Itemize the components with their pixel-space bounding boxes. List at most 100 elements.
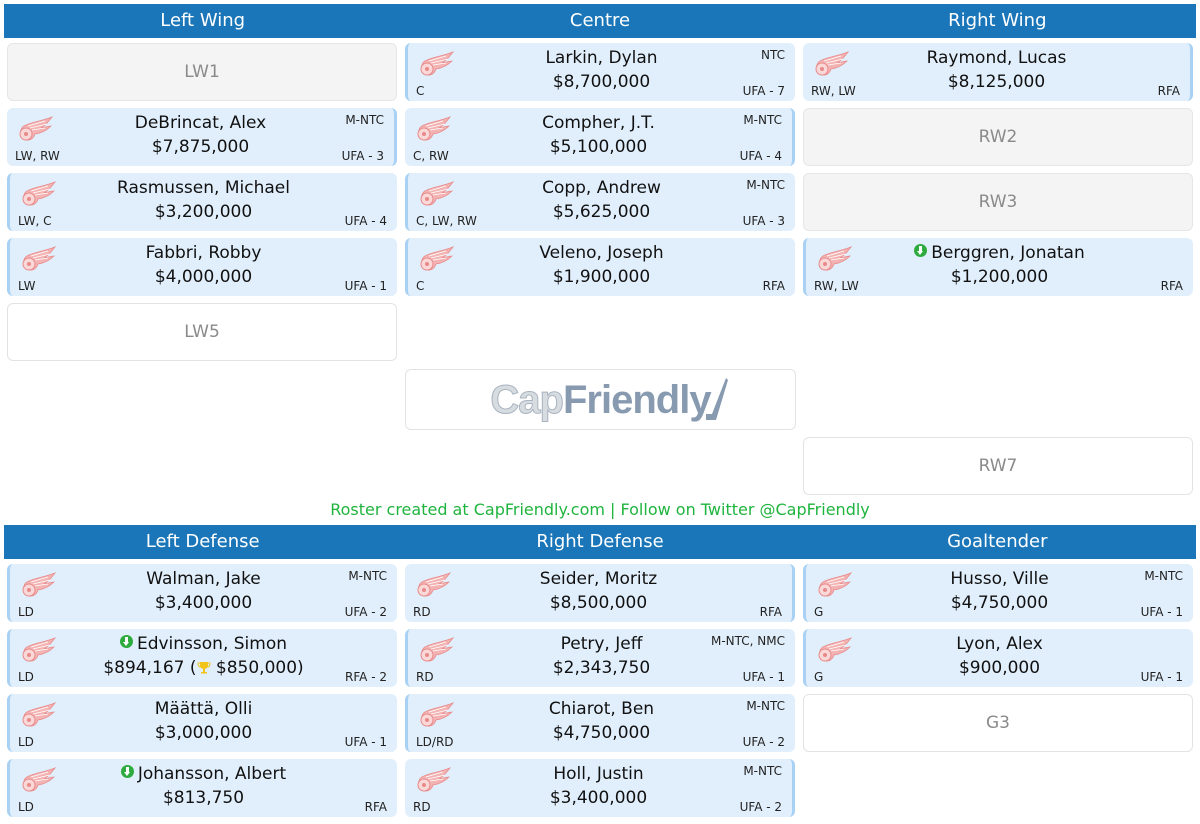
player-positions: LW [18,279,36,293]
player-name-row[interactable]: Holl, Justin [465,764,732,784]
contract-status: UFA - 2 [344,605,387,619]
player-name: Rasmussen, Michael [117,178,290,198]
player-name-row[interactable]: Petry, Jeff [468,634,735,654]
contract-clause: M-NTC [746,178,785,192]
red-wings-logo-icon [18,181,58,209]
player-name-row[interactable]: Copp, Andrew [468,178,735,198]
player-name-row[interactable]: Larkin, Dylan [468,48,735,68]
empty-slot[interactable]: LW5 [7,303,397,361]
player-name-row[interactable]: Walman, Jake [70,569,337,589]
player-positions: LW, C [18,214,52,228]
player-positions: G [814,605,824,619]
player-name-row[interactable]: Edvinsson, Simon [70,634,337,654]
player-positions: LD [18,670,34,684]
player-name-row[interactable]: Compher, J.T. [465,113,732,133]
player-card[interactable]: DeBrincat, Alex $7,875,000 M-NTC LW, RW UFA … [7,108,397,166]
capfriendly-logo[interactable]: CapFriendly [405,369,796,430]
player-name-row[interactable]: Rasmussen, Michael [70,178,337,198]
red-wings-logo-icon [416,246,456,274]
player-salary: $1,900,000 [552,267,651,287]
player-card[interactable]: Johansson, Albert $813,750 LD RFA [7,759,397,817]
red-wings-logo-icon [416,637,456,665]
player-card[interactable]: Seider, Moritz $8,500,000 RD RFA [405,564,795,622]
player-name-row[interactable]: Johansson, Albert [70,764,337,784]
player-name: Johansson, Albert [137,764,287,784]
red-wings-logo-icon [814,246,854,274]
player-name-row[interactable]: Lyon, Alex [866,634,1133,654]
empty-slot[interactable]: RW7 [803,437,1193,495]
player-name-row[interactable]: Seider, Moritz [465,569,732,589]
player-card[interactable]: Chiarot, Ben $4,750,000 M-NTC LD/RD UFA - 2 [405,694,795,752]
player-name-row[interactable]: Husso, Ville [866,569,1133,589]
player-positions: LD [18,800,34,814]
player-salary: $900,000 [958,658,1041,678]
contract-clause: M-NTC [1144,569,1183,583]
player-positions: LD [18,605,34,619]
player-salary-row: $3,200,000 [70,202,337,222]
player-card[interactable]: Raymond, Lucas $8,125,000 RW, LW RFA [803,43,1193,101]
red-wings-logo-icon [413,767,453,795]
player-card[interactable]: Edvinsson, Simon $894,167 ( $850,000) LD RF… [7,629,397,687]
player-salary-row: $3,000,000 [70,723,337,743]
player-salary: $3,400,000 [549,788,648,808]
player-card[interactable]: Larkin, Dylan $8,700,000 NTC C UFA - 7 [405,43,795,101]
player-card[interactable]: Berggren, Jonatan $1,200,000 RW, LW RFA [803,238,1193,296]
empty-slot[interactable]: RW3 [803,173,1193,231]
player-salary-alt: $850,000) [215,658,304,678]
player-name: Petry, Jeff [560,634,643,654]
empty-slot[interactable]: G3 [803,694,1193,752]
player-name-row[interactable]: Määttä, Olli [70,699,337,719]
red-wings-logo-icon [18,767,58,795]
forwards-header: Left Wing Centre Right Wing [4,4,1196,38]
player-salary: $4,750,000 [552,723,651,743]
red-wings-logo-icon [416,51,456,79]
footer-credit-link[interactable]: Roster created at CapFriendly.com | Foll… [330,500,870,519]
player-card[interactable]: Veleno, Joseph $1,900,000 C RFA [405,238,795,296]
player-positions: LD/RD [416,735,454,749]
player-name: Edvinsson, Simon [136,634,288,654]
player-card[interactable]: Petry, Jeff $2,343,750 M-NTC, NMC RD UFA - 1 [405,629,795,687]
contract-clause: M-NTC [743,764,782,778]
logo-text-cap: Cap [490,378,565,423]
player-card[interactable]: Holl, Justin $3,400,000 M-NTC RD UFA - 2 [405,759,795,817]
player-salary-row: $2,343,750 [468,658,735,678]
player-card[interactable]: Määttä, Olli $3,000,000 LD UFA - 1 [7,694,397,752]
contract-status: UFA - 1 [344,735,387,749]
red-wings-logo-icon [814,637,854,665]
player-card[interactable]: Lyon, Alex $900,000 G UFA - 1 [803,629,1193,687]
contract-clause: NTC [761,48,785,62]
contract-status: UFA - 1 [1140,605,1183,619]
player-name-row[interactable]: DeBrincat, Alex [67,113,334,133]
red-wings-logo-icon [413,572,453,600]
contract-status: RFA [364,800,387,814]
player-salary-row: $8,700,000 [468,72,735,92]
green-down-arrow-icon [120,765,134,778]
player-name: Raymond, Lucas [926,48,1067,68]
trophy-icon [196,662,211,674]
player-card[interactable]: Walman, Jake $3,400,000 M-NTC LD UFA - 2 [7,564,397,622]
contract-status: UFA - 7 [742,84,785,98]
player-salary-row: $7,875,000 [67,137,334,157]
player-card[interactable]: Rasmussen, Michael $3,200,000 LW, C UFA - 4 [7,173,397,231]
player-name-row[interactable]: Veleno, Joseph [468,243,735,263]
player-card[interactable]: Copp, Andrew $5,625,000 M-NTC C, LW, RW UFA … [405,173,795,231]
player-card[interactable]: Fabbri, Robby $4,000,000 LW UFA - 1 [7,238,397,296]
header-right-defense: Right Defense [536,531,664,552]
player-card[interactable]: Compher, J.T. $5,100,000 M-NTC C, RW UFA - 4 [405,108,795,166]
player-card[interactable]: Husso, Ville $4,750,000 M-NTC G UFA - 1 [803,564,1193,622]
header-left-wing: Left Wing [160,10,246,31]
contract-status: RFA [1160,279,1183,293]
player-salary-row: $3,400,000 [70,593,337,613]
player-salary-row: $894,167 ( $850,000) [70,658,337,678]
player-name-row[interactable]: Berggren, Jonatan [866,243,1133,263]
player-salary: $4,750,000 [950,593,1049,613]
empty-slot[interactable]: RW2 [803,108,1193,166]
player-name-row[interactable]: Raymond, Lucas [863,48,1130,68]
player-name: Berggren, Jonatan [931,243,1085,263]
player-salary: $3,400,000 [154,593,253,613]
player-name-row[interactable]: Chiarot, Ben [468,699,735,719]
red-wings-logo-icon [416,702,456,730]
player-name-row[interactable]: Fabbri, Robby [70,243,337,263]
red-wings-logo-icon [18,572,58,600]
empty-slot[interactable]: LW1 [7,43,397,101]
